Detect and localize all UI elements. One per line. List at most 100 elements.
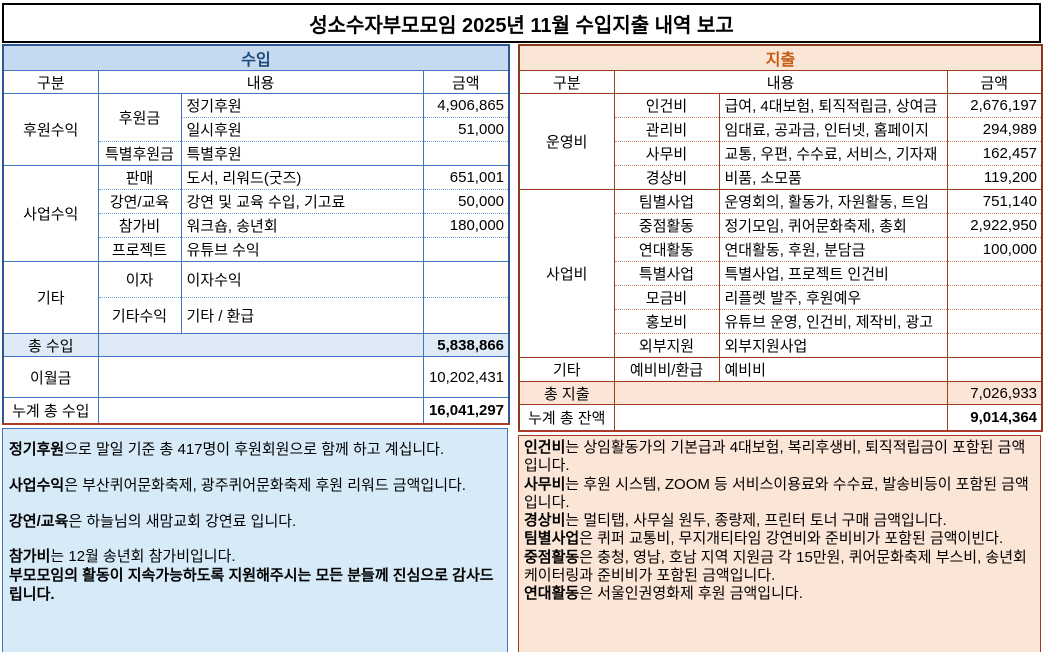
income-cumulative-row: 누계 총 수입 16,041,297	[2, 397, 510, 424]
note-line: 사무비는 후원 시스템, ZOOM 등 서비스이용료와 수수료, 발송비등이 포…	[524, 476, 1035, 513]
note-term: 팀별사업	[524, 530, 580, 548]
cell-subcategory: 참가비	[97, 213, 182, 238]
cell-subcategory: 인건비	[613, 93, 720, 118]
cell-subcategory: 판매	[97, 165, 182, 190]
table-row: 모금비 리플렛 발주, 후원예우	[519, 285, 1043, 310]
cell-amount: 119,200	[946, 165, 1043, 190]
cell-subcategory: 프로젝트	[97, 237, 182, 262]
expense-total-label: 총 지출	[518, 381, 615, 405]
income-col-category: 구분	[2, 70, 99, 94]
cell-amount: 180,000	[422, 213, 510, 238]
income-column-header-row: 구분 내용 금액	[2, 70, 510, 94]
expense-section: 지출 구분 내용 금액 운영비 인건비 급여, 4대보험, 퇴직적립금, 상여금…	[518, 44, 1043, 652]
table-row: 일시후원 51,000	[3, 117, 510, 142]
cell-empty	[97, 333, 424, 357]
cell-category: 사업수익	[2, 165, 99, 262]
cell-description: 워크숍, 송년회	[180, 213, 424, 238]
cell-amount	[422, 297, 510, 334]
table-row: 기타 예비비/환급 예비비	[518, 357, 1043, 382]
income-carryover-label: 이월금	[2, 356, 99, 398]
cell-category: 기타	[518, 357, 615, 382]
cell-amount: 4,906,865	[422, 93, 510, 118]
cell-description: 기타 / 환급	[180, 297, 424, 334]
income-cumulative-label: 누계 총 수입	[2, 397, 99, 424]
expense-col-amount: 금액	[946, 70, 1043, 94]
cell-subcategory: 이자	[97, 261, 182, 298]
cell-category: 운영비	[518, 93, 615, 190]
cell-subcategory: 관리비	[613, 117, 720, 142]
cell-subcategory: 중점활동	[613, 213, 720, 238]
table-row: 강연/교육 강연 및 교육 수입, 기고료 50,000	[3, 189, 510, 214]
table-row: 사무비 교통, 우편, 수수료, 서비스, 기자재 162,457	[519, 141, 1043, 166]
cell-empty	[613, 404, 948, 431]
cell-subcategory: 외부지원	[613, 333, 720, 358]
table-row: 홍보비 유튜브 운영, 인건비, 제작비, 광고	[519, 309, 1043, 334]
cell-description: 임대료, 공과금, 인터넷, 홈페이지	[718, 117, 948, 142]
cell-description: 비품, 소모품	[718, 165, 948, 190]
note-text: 는 상임활동가의 기본급과 4대보험, 복리후생비, 퇴직적립금이 포함된 금액…	[524, 439, 1026, 475]
table-row: 기타 이자 이자수익	[2, 261, 510, 334]
cell-subcategory: 강연/교육	[97, 189, 182, 214]
note-term: 연대활동	[524, 585, 580, 603]
cell-description: 교통, 우편, 수수료, 서비스, 기자재	[718, 141, 948, 166]
expense-header-row: 지출	[518, 45, 1043, 71]
note-term: 참가비	[9, 548, 51, 566]
note-term: 경상비	[524, 512, 566, 530]
expense-col-category: 구분	[518, 70, 615, 94]
cell-amount	[422, 261, 510, 298]
expense-section-title: 지출	[518, 45, 1043, 71]
income-section: 수입 구분 내용 금액 후원수익 후원금 정기후원 4,906,865 일시후원…	[2, 44, 511, 652]
cell-amount: 294,989	[946, 117, 1043, 142]
cell-amount: 100,000	[946, 237, 1043, 262]
expense-cumulative-amount: 9,014,364	[946, 404, 1043, 431]
note-line: 팀별사업은 퀴퍼 교통비, 무지개티타임 강연비와 준비비가 포함된 금액이빈다…	[524, 530, 1035, 548]
cell-empty	[97, 397, 424, 424]
cell-category: 사업비	[518, 189, 615, 358]
cell-amount	[422, 237, 510, 262]
income-carryover-row: 이월금 10,202,431	[2, 356, 510, 398]
note-line: 정기후원으로 말일 기준 총 417명이 후원회원으로 함께 하고 계십니다.	[9, 441, 501, 460]
income-section-title: 수입	[2, 45, 510, 71]
note-text: 은 부산퀴어문화축제, 광주퀴어문화축제 후원 리워드 금액입니다.	[64, 476, 466, 494]
income-table: 수입 구분 내용 금액 후원수익 후원금 정기후원 4,906,865 일시후원…	[2, 44, 511, 425]
expense-total-row: 총 지출 7,026,933	[518, 381, 1043, 405]
cell-subcategory: 특별사업	[613, 261, 720, 286]
note-line: 강연/교육은 하늘님의 새맘교회 강연료 입니다.	[9, 513, 501, 532]
cell-category: 후원수익	[2, 93, 99, 166]
cell-subcategory: 팀별사업	[613, 189, 720, 214]
cell-subcategory: 홍보비	[613, 309, 720, 334]
note-text: 으로 말일 기준 총 417명이 후원회원으로 함께 하고 계십니다.	[64, 441, 445, 458]
income-cumulative-amount: 16,041,297	[422, 397, 510, 424]
note-text: 는 멀티탭, 사무실 원두, 종량제, 프린터 토너 구매 금액입니다.	[565, 512, 947, 530]
expense-table: 지출 구분 내용 금액 운영비 인건비 급여, 4대보험, 퇴직적립금, 상여금…	[518, 44, 1043, 432]
table-row: 후원수익 후원금 정기후원 4,906,865	[2, 93, 510, 166]
expense-cumulative-row: 누계 총 잔액 9,014,364	[518, 404, 1043, 431]
note-line: 경상비는 멀티탭, 사무실 원두, 종량제, 프린터 토너 구매 금액입니다.	[524, 512, 1035, 530]
expense-total-amount: 7,026,933	[946, 381, 1043, 405]
cell-description: 도서, 리워드(굿즈)	[180, 165, 424, 190]
income-total-row: 총 수입 5,838,866	[2, 333, 510, 357]
cell-amount: 751,140	[946, 189, 1043, 214]
cell-description: 외부지원사업	[718, 333, 948, 358]
note-term: 중점활동	[524, 548, 580, 566]
cell-amount	[946, 309, 1043, 334]
note-line: 연대활동은 서울인권영화제 후원 금액입니다.	[524, 585, 1035, 603]
note-term: 정기후원	[9, 441, 65, 458]
cell-amount	[946, 261, 1043, 286]
note-text: 은 서울인권영화제 후원 금액입니다.	[579, 585, 803, 603]
cell-amount	[422, 141, 510, 166]
note-term: 사업수익	[9, 476, 65, 494]
income-total-label: 총 수입	[2, 333, 99, 357]
cell-amount: 162,457	[946, 141, 1043, 166]
note-term: 사무비	[524, 475, 566, 493]
page-title: 성소수자부모모임 2025년 11월 수입지출 내역 보고	[2, 3, 1041, 43]
note-text: 는 후원 시스템, ZOOM 등 서비스이용료와 수수료, 발송비등이 포함된 …	[524, 475, 1029, 511]
cell-description: 정기후원	[180, 93, 424, 118]
expense-col-content: 내용	[613, 70, 948, 94]
cell-description: 정기모임, 퀴어문화축제, 총회	[718, 213, 948, 238]
income-carryover-amount: 10,202,431	[422, 356, 510, 398]
note-term: 강연/교육	[9, 512, 69, 530]
cell-amount	[946, 333, 1043, 358]
table-row: 운영비 인건비 급여, 4대보험, 퇴직적립금, 상여금 2,676,197	[518, 93, 1043, 190]
